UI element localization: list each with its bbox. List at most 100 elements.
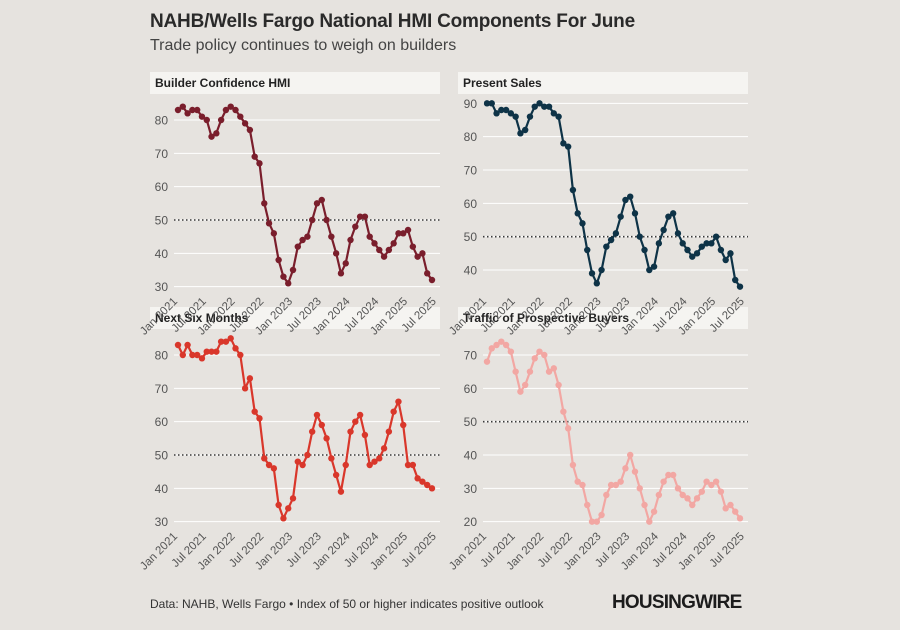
y-tick-label: 80 <box>464 130 478 144</box>
y-tick-label: 40 <box>155 482 169 496</box>
data-point <box>366 461 373 469</box>
data-point <box>347 236 354 244</box>
data-point <box>352 223 359 230</box>
data-point <box>390 408 397 415</box>
data-point <box>318 196 325 204</box>
y-tick-label: 60 <box>155 415 169 429</box>
data-point <box>693 495 701 502</box>
data-point <box>598 266 605 274</box>
data-point <box>627 451 634 459</box>
data-point <box>727 250 734 257</box>
data-point <box>541 103 548 110</box>
chart-subtitle: Trade policy continues to weigh on build… <box>150 37 457 54</box>
data-point <box>280 515 287 522</box>
data-point <box>517 388 524 395</box>
data-point <box>717 246 725 254</box>
data-point <box>641 501 648 509</box>
data-point <box>669 210 677 217</box>
data-point <box>318 421 325 429</box>
data-point <box>275 256 282 264</box>
data-point <box>361 213 369 220</box>
data-point <box>246 375 254 382</box>
data-point <box>536 100 543 107</box>
data-point <box>424 270 431 277</box>
data-point <box>184 341 191 349</box>
data-point <box>356 213 364 220</box>
data-point <box>593 280 600 287</box>
data-point <box>507 110 515 117</box>
y-tick-label: 60 <box>155 180 169 194</box>
data-point <box>237 113 244 120</box>
data-point <box>299 461 306 469</box>
data-point <box>727 501 734 509</box>
data-point <box>409 243 417 250</box>
data-point <box>612 481 620 489</box>
data-point <box>689 501 696 509</box>
data-point <box>584 501 591 509</box>
data-point <box>213 348 220 355</box>
data-point <box>352 418 359 425</box>
data-point <box>203 116 210 124</box>
data-point <box>617 478 624 485</box>
data-point <box>184 110 191 117</box>
data-point <box>428 276 436 284</box>
data-point <box>313 411 321 419</box>
data-point <box>217 338 225 345</box>
data-point <box>502 341 510 349</box>
data-point <box>631 468 639 475</box>
data-point <box>400 421 407 429</box>
data-point <box>555 113 562 120</box>
data-point <box>569 186 577 194</box>
data-point <box>222 338 230 345</box>
data-point <box>689 253 696 260</box>
data-point <box>390 240 397 247</box>
data-point <box>342 260 349 267</box>
data-point <box>703 478 710 485</box>
data-point <box>712 233 720 240</box>
panel-title-present-sales: Present Sales <box>458 72 748 94</box>
data-point <box>285 505 292 512</box>
data-point <box>622 196 629 204</box>
data-point <box>617 213 624 220</box>
data-point <box>712 478 720 485</box>
data-point <box>376 455 383 462</box>
y-tick-label: 40 <box>464 264 478 278</box>
data-point <box>174 341 182 349</box>
data-point <box>189 106 196 114</box>
data-point <box>198 113 206 120</box>
data-point <box>261 455 268 462</box>
y-tick-label: 90 <box>464 97 478 111</box>
data-point <box>270 465 278 472</box>
data-point <box>213 130 220 137</box>
data-point <box>607 236 615 244</box>
data-point <box>698 488 706 495</box>
y-tick-label: 20 <box>464 515 478 529</box>
data-point <box>526 113 534 120</box>
data-point <box>655 491 663 499</box>
data-point <box>679 240 686 247</box>
data-point <box>332 250 340 257</box>
data-point <box>400 230 407 237</box>
data-point <box>179 351 186 359</box>
data-point <box>313 200 321 207</box>
data-point <box>603 491 610 499</box>
data-point <box>270 230 278 237</box>
y-tick-label: 70 <box>464 349 478 363</box>
data-point <box>550 110 558 117</box>
data-point <box>622 465 629 472</box>
data-point <box>241 385 249 392</box>
data-point <box>736 515 744 522</box>
data-point <box>526 368 534 375</box>
panel-title-traffic: Traffic of Prospective Buyers <box>458 307 748 329</box>
data-point <box>564 143 572 150</box>
data-point <box>693 250 701 257</box>
data-point <box>612 230 620 237</box>
data-point <box>294 243 302 250</box>
data-point <box>660 226 667 234</box>
data-point <box>717 488 725 495</box>
data-point <box>498 106 505 114</box>
data-point <box>569 461 577 469</box>
data-point <box>660 478 667 485</box>
data-point <box>684 495 691 502</box>
data-point <box>598 511 605 519</box>
